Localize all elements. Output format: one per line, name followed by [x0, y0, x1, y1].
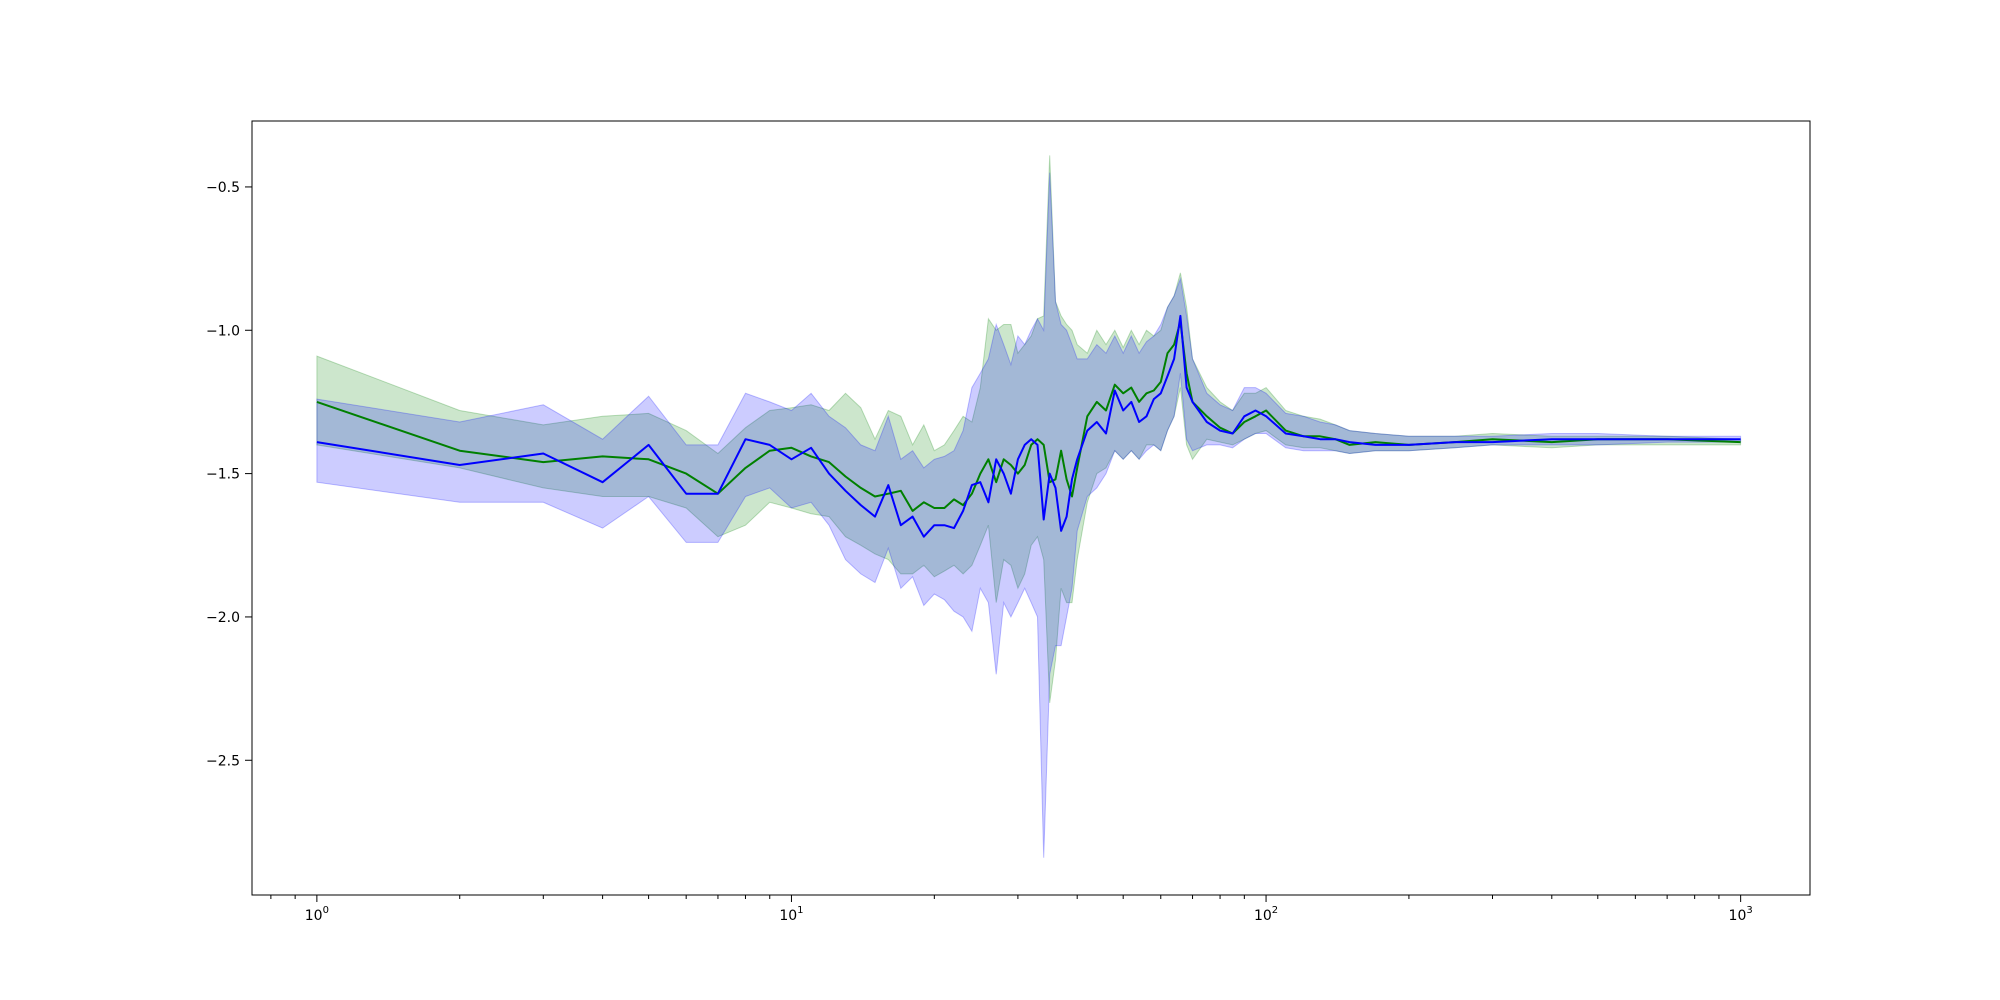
x-axis-ticks: 100 101 102 103: [270, 895, 1753, 924]
y-axis-ticks: −0.5 −1.0 −1.5 −2.0 −2.5: [206, 180, 252, 769]
band-series-1: [316, 155, 1742, 703]
x-tick-label: 101: [779, 905, 803, 924]
y-tick-label: −2.5: [206, 753, 240, 769]
band-series-2: [316, 172, 1742, 858]
x-tick-label: 103: [1729, 905, 1753, 924]
y-tick-label: −1.5: [206, 467, 240, 483]
y-tick-label: −2.0: [206, 610, 240, 626]
y-tick-label: −1.0: [206, 323, 240, 339]
x-tick-label: 102: [1254, 905, 1278, 924]
plot-frame: [251, 120, 1811, 896]
line-series-1: [316, 320, 1741, 512]
y-tick-label: −0.5: [206, 180, 240, 196]
line-series-2: [316, 314, 1741, 538]
x-tick-label: 100: [305, 905, 329, 924]
series-lines: [316, 314, 1741, 538]
confidence-bands: [316, 155, 1742, 858]
